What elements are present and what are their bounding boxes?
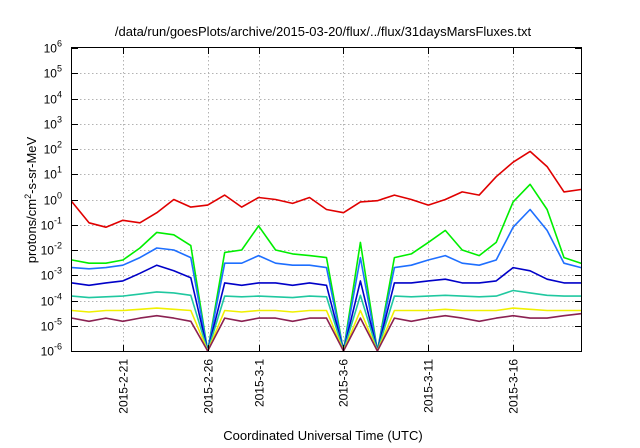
y-tick-label: 101 [44, 165, 62, 182]
series-line-5 [71, 289, 582, 352]
series-line-1 [71, 150, 582, 228]
x-tick-label: 2015-3-11 [422, 359, 436, 413]
series-line-7 [71, 312, 582, 352]
y-tick-label: 100 [44, 191, 62, 208]
x-tick-label: 2015-2-21 [117, 359, 131, 414]
series-line-2 [71, 183, 582, 352]
series-line-4 [71, 264, 582, 352]
x-tick-label: 2015-3-6 [337, 359, 351, 407]
axis-ticks [72, 48, 581, 352]
y-tick-label: 10-6 [41, 342, 62, 359]
x-tick-labels: 2015-2-21 2015-2-26 2015-3-1 2015-3-6 2015-3… [117, 359, 521, 414]
y-tick-label: 102 [44, 140, 62, 157]
series-line-6 [71, 307, 582, 352]
y-tick-label: 104 [44, 90, 62, 107]
x-tick-label: 2015-2-26 [202, 359, 216, 414]
y-tick-label: 10-3 [41, 266, 62, 283]
x-tick-label: 2015-3-16 [507, 359, 521, 414]
y-tick-label: 10-1 [41, 216, 62, 233]
y-tick-label: 10-4 [41, 292, 62, 309]
y-tick-label: 105 [44, 64, 62, 81]
y-tick-labels: 10-6 10-5 10-4 10-3 10-2 10-1 100 101 102 103 104 1… [41, 39, 62, 359]
y-tick-label: 106 [44, 39, 62, 56]
series-line-3 [71, 208, 582, 352]
y-tick-label: 10-2 [41, 241, 62, 258]
x-tick-label: 2015-3-1 [253, 359, 267, 407]
plot-frame [71, 47, 582, 352]
grid [72, 48, 581, 351]
y-tick-label: 103 [44, 115, 62, 132]
y-tick-label: 10-5 [41, 317, 62, 334]
chart-title: /data/run/goesPlots/archive/2015-03-20/f… [115, 24, 532, 39]
data-series [71, 150, 582, 352]
y-axis-label: protons/cm2-s-sr-MeV [23, 136, 39, 263]
x-axis-label: Coordinated Universal Time (UTC) [223, 428, 422, 443]
